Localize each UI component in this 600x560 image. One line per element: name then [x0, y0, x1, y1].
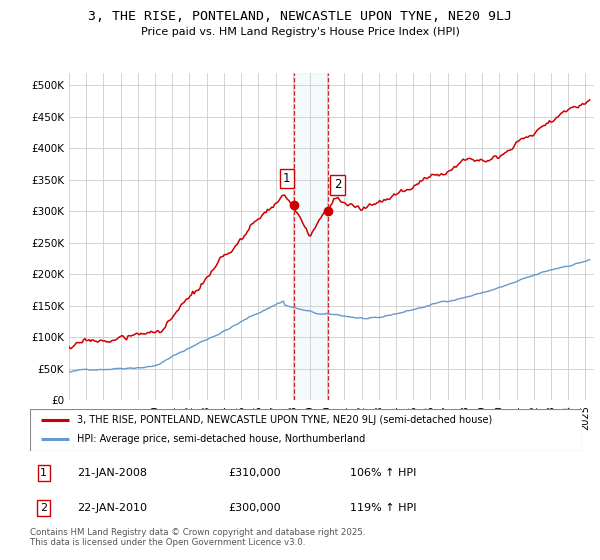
Text: 1: 1 — [283, 172, 290, 185]
Text: 3, THE RISE, PONTELAND, NEWCASTLE UPON TYNE, NE20 9LJ: 3, THE RISE, PONTELAND, NEWCASTLE UPON T… — [88, 10, 512, 23]
Bar — [293, 73, 328, 400]
Text: 2: 2 — [334, 179, 341, 192]
Text: 21-JAN-2008: 21-JAN-2008 — [77, 468, 147, 478]
Text: 22-JAN-2010: 22-JAN-2010 — [77, 503, 147, 513]
Text: 106% ↑ HPI: 106% ↑ HPI — [350, 468, 416, 478]
Text: 1: 1 — [40, 468, 47, 478]
Text: Contains HM Land Registry data © Crown copyright and database right 2025.
This d: Contains HM Land Registry data © Crown c… — [30, 528, 365, 547]
Text: £300,000: £300,000 — [229, 503, 281, 513]
Text: Price paid vs. HM Land Registry's House Price Index (HPI): Price paid vs. HM Land Registry's House … — [140, 27, 460, 37]
Text: 2: 2 — [40, 503, 47, 513]
Text: HPI: Average price, semi-detached house, Northumberland: HPI: Average price, semi-detached house,… — [77, 435, 365, 445]
Text: 3, THE RISE, PONTELAND, NEWCASTLE UPON TYNE, NE20 9LJ (semi-detached house): 3, THE RISE, PONTELAND, NEWCASTLE UPON T… — [77, 415, 492, 425]
Text: £310,000: £310,000 — [229, 468, 281, 478]
Text: 119% ↑ HPI: 119% ↑ HPI — [350, 503, 416, 513]
